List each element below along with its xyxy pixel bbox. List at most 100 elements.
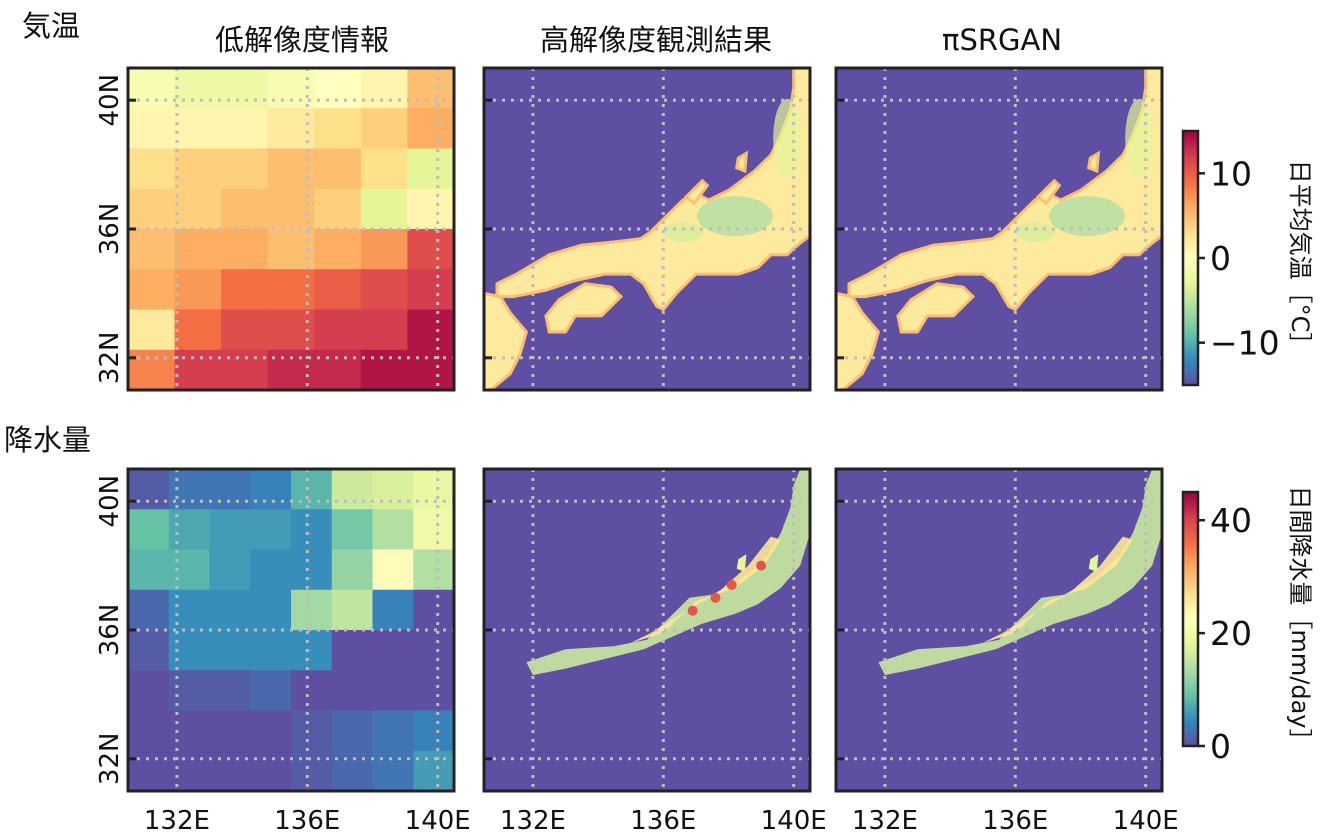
grid-cell [168,710,211,752]
mountain-cold-zone [1049,196,1126,237]
grid-cell [407,269,454,311]
grid-cell [372,630,414,671]
map-panel-precip-3: 132E 136E 140E [834,467,1179,833]
grid-cell [407,309,454,351]
y-tick-label: 40N [95,475,125,528]
grid-cell [209,750,251,791]
grid-cell [372,469,414,510]
grid-cell [168,509,211,551]
y-tick-label: 40N [95,74,125,127]
grid-cell [221,108,269,150]
grid-cell [221,188,269,230]
grid-cell [174,108,222,150]
grid-cell [314,309,362,351]
row-label-temperature: 気温 [22,9,80,43]
grid-cell [372,549,414,591]
grid-cell [174,309,222,351]
grid-cell [291,549,333,591]
landmass [1087,150,1101,174]
grid-cell [128,188,176,230]
grid-cell [174,148,222,190]
grid-cell [314,148,362,190]
x-tick-label: 132E [144,806,210,833]
grid-cell [331,670,374,712]
x-tick-label: 136E [982,806,1048,833]
grid-cell [360,188,409,230]
grid-cell [250,509,292,551]
colorbar-bar [1181,129,1200,387]
panels-group: 40N 36N 32N 40N 36N 32N 132E 136E 140E 132E 136E 14… [95,66,1179,833]
column-title-high-res: 高解像度観測結果 [540,23,772,57]
grid-cell [128,670,170,712]
mountain-cold-zone [662,222,703,243]
grid-cell [250,630,292,671]
landmass [495,68,810,312]
grid-cell [291,670,333,712]
x-tick-label: 136E [274,806,340,833]
map-panel-precip-2: 132E 136E 140E [482,467,827,833]
grid-cell [209,670,251,712]
grid-cell [128,549,170,591]
colorbar-tick-label: −10 [1210,324,1280,363]
landmass [847,68,1162,312]
x-tick-label: 140E [1113,806,1179,833]
precip-island [1088,554,1099,572]
precip-core [982,536,1133,643]
grid-cell [250,469,292,510]
grid-cell [174,349,222,390]
mountain-cold-zone [1014,222,1055,243]
grid-cell [360,229,409,270]
landmass [735,150,749,174]
grid-cell [168,589,211,631]
grid-cell [413,750,454,791]
grid-cell [372,509,414,551]
grid-cell [314,188,362,230]
grid-cell [372,589,414,631]
map-panel-temp-3 [834,66,1164,392]
column-title-low-res: 低解像度情報 [215,23,389,57]
grid-cell [221,309,269,351]
land-area [878,469,1162,676]
grid-cell [291,710,333,752]
colorbar-label: 日平均気温［°C］ [1286,160,1314,357]
grid-cell [291,469,333,510]
grid-cell [360,148,409,190]
grid-cell [168,549,211,591]
y-tick-label: 36N [95,604,125,657]
grid-cell [221,148,269,190]
grid-cell [221,229,269,270]
grid-cell [407,148,454,190]
precip-peak [756,560,767,571]
grid-cell [360,269,409,311]
grid-cell [128,750,170,791]
grid-cell [407,108,454,150]
grid-cell [128,349,176,390]
grid-cell [413,589,454,631]
landmass [836,291,881,390]
grid-cell [128,589,170,631]
grid-cell [314,108,362,150]
precip-peak [726,579,737,590]
grid-cell [372,710,414,752]
x-tick-label: 140E [405,806,471,833]
map-panel-temp-1: 40N 36N 32N [95,66,456,392]
row-label-precipitation: 降水量 [4,423,91,457]
precip-island [736,554,747,572]
grid-cell [372,750,414,791]
grid-cell [413,509,454,551]
grid-cell [168,670,211,712]
grid-cell [250,589,292,631]
grid-cell [331,630,374,671]
land-area [836,68,1162,390]
grid-cell [413,630,454,671]
column-title-srgan: πSRGAN [942,23,1062,57]
colorbar-tick-label: 10 [1210,154,1252,193]
colorbar-bar [1181,490,1200,748]
grid-cell [360,108,409,150]
grid-cell [407,349,454,390]
grid-cell [413,469,454,510]
grid-cell [128,229,176,270]
grid-cell [413,710,454,752]
grid-cell [291,750,333,791]
